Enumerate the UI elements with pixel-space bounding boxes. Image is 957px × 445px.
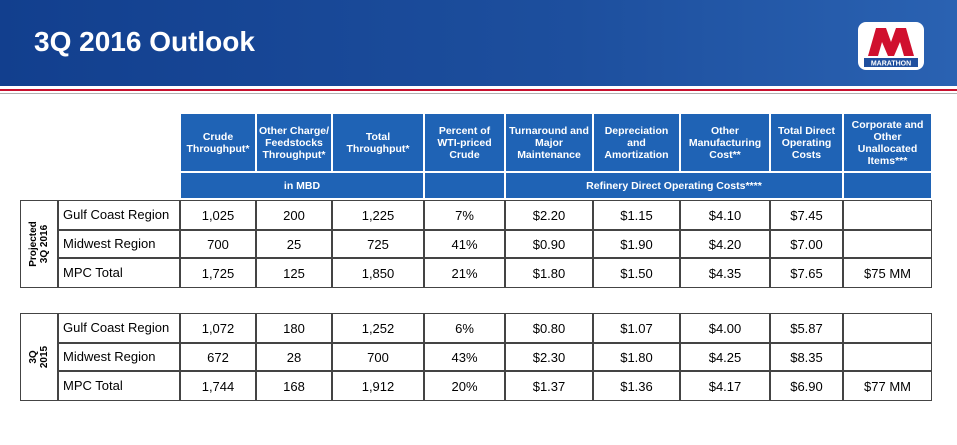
- table-cell: 25: [256, 230, 332, 258]
- table-cell: 1,072: [180, 313, 256, 343]
- row-label: Gulf Coast Region: [58, 200, 180, 230]
- unit-header: Refinery Direct Operating Costs****: [505, 172, 843, 199]
- column-header: Percent of WTI-priced Crude: [424, 113, 505, 172]
- column-header: Other Manufacturing Cost**: [680, 113, 770, 172]
- column-header: Depreciation and Amortization: [593, 113, 680, 172]
- table-cell: $1.80: [593, 343, 680, 371]
- row-label: Midwest Region: [58, 230, 180, 258]
- table-cell: [843, 313, 932, 343]
- table-cell: 6%: [424, 313, 505, 343]
- table-cell: 41%: [424, 230, 505, 258]
- table-cell: $5.87: [770, 313, 843, 343]
- table-cell: 1,912: [332, 371, 424, 401]
- table-cell: [843, 343, 932, 371]
- slide-title: 3Q 2016 Outlook: [34, 26, 255, 57]
- table-cell: $7.00: [770, 230, 843, 258]
- unit-header: [843, 172, 932, 199]
- logo-text: MARATHON: [871, 61, 911, 68]
- table-cell: 200: [256, 200, 332, 230]
- column-header: Crude Throughput*: [180, 113, 256, 172]
- table-cell: $7.45: [770, 200, 843, 230]
- table-cell: $0.80: [505, 313, 593, 343]
- logo-strip: [864, 58, 918, 67]
- table-cell: $4.25: [680, 343, 770, 371]
- table-cell: 7%: [424, 200, 505, 230]
- table-cell: [843, 200, 932, 230]
- section-label-text: Projected 3Q 2016: [28, 221, 51, 267]
- table-cell: $1.50: [593, 258, 680, 288]
- divider: [0, 93, 957, 94]
- unit-header: [424, 172, 505, 199]
- table-cell: 21%: [424, 258, 505, 288]
- table-cell: $1.37: [505, 371, 593, 401]
- header-band: [0, 0, 957, 86]
- table-cell: [843, 230, 932, 258]
- table-cell: 125: [256, 258, 332, 288]
- table-cell: $4.00: [680, 313, 770, 343]
- logo: MARATHON: [858, 22, 924, 70]
- table-cell: 28: [256, 343, 332, 371]
- table-cell: $2.20: [505, 200, 593, 230]
- logo-m: [868, 28, 914, 56]
- table-cell: 43%: [424, 343, 505, 371]
- unit-header: in MBD: [180, 172, 424, 199]
- table-cell: $1.80: [505, 258, 593, 288]
- table-cell: 1,025: [180, 200, 256, 230]
- column-header: Turnaround and Major Maintenance: [505, 113, 593, 172]
- table-cell: $4.10: [680, 200, 770, 230]
- table-cell: $77 MM: [843, 371, 932, 401]
- column-header: Total Throughput*: [332, 113, 424, 172]
- table-cell: 1,850: [332, 258, 424, 288]
- table-cell: 672: [180, 343, 256, 371]
- table-cell: $7.65: [770, 258, 843, 288]
- table-cell: 1,725: [180, 258, 256, 288]
- section-label: 3Q 2015: [20, 313, 58, 401]
- table-cell: $1.90: [593, 230, 680, 258]
- table-cell: $4.35: [680, 258, 770, 288]
- column-header: Corporate and Other Unallocated Items***: [843, 113, 932, 172]
- row-label: MPC Total: [58, 371, 180, 401]
- table-cell: $6.90: [770, 371, 843, 401]
- table-cell: 1,252: [332, 313, 424, 343]
- row-label: MPC Total: [58, 258, 180, 288]
- row-label: Midwest Region: [58, 343, 180, 371]
- table-cell: $4.20: [680, 230, 770, 258]
- section-label: Projected 3Q 2016: [20, 200, 58, 288]
- section-label-text: 3Q 2015: [28, 345, 50, 369]
- table-cell: 180: [256, 313, 332, 343]
- table-cell: $1.07: [593, 313, 680, 343]
- table-cell: 1,225: [332, 200, 424, 230]
- table-cell: 725: [332, 230, 424, 258]
- table-cell: $0.90: [505, 230, 593, 258]
- table-cell: $4.17: [680, 371, 770, 401]
- divider: [0, 89, 957, 91]
- table-cell: $8.35: [770, 343, 843, 371]
- column-header: Total Direct Operating Costs: [770, 113, 843, 172]
- row-label: Gulf Coast Region: [58, 313, 180, 343]
- table-cell: 20%: [424, 371, 505, 401]
- table-cell: 1,744: [180, 371, 256, 401]
- table-cell: 700: [332, 343, 424, 371]
- table-cell: $75 MM: [843, 258, 932, 288]
- table-cell: $2.30: [505, 343, 593, 371]
- table-cell: $1.36: [593, 371, 680, 401]
- table-cell: 168: [256, 371, 332, 401]
- table-cell: $1.15: [593, 200, 680, 230]
- column-header: Other Charge/ Feedstocks Throughput*: [256, 113, 332, 172]
- table-cell: 700: [180, 230, 256, 258]
